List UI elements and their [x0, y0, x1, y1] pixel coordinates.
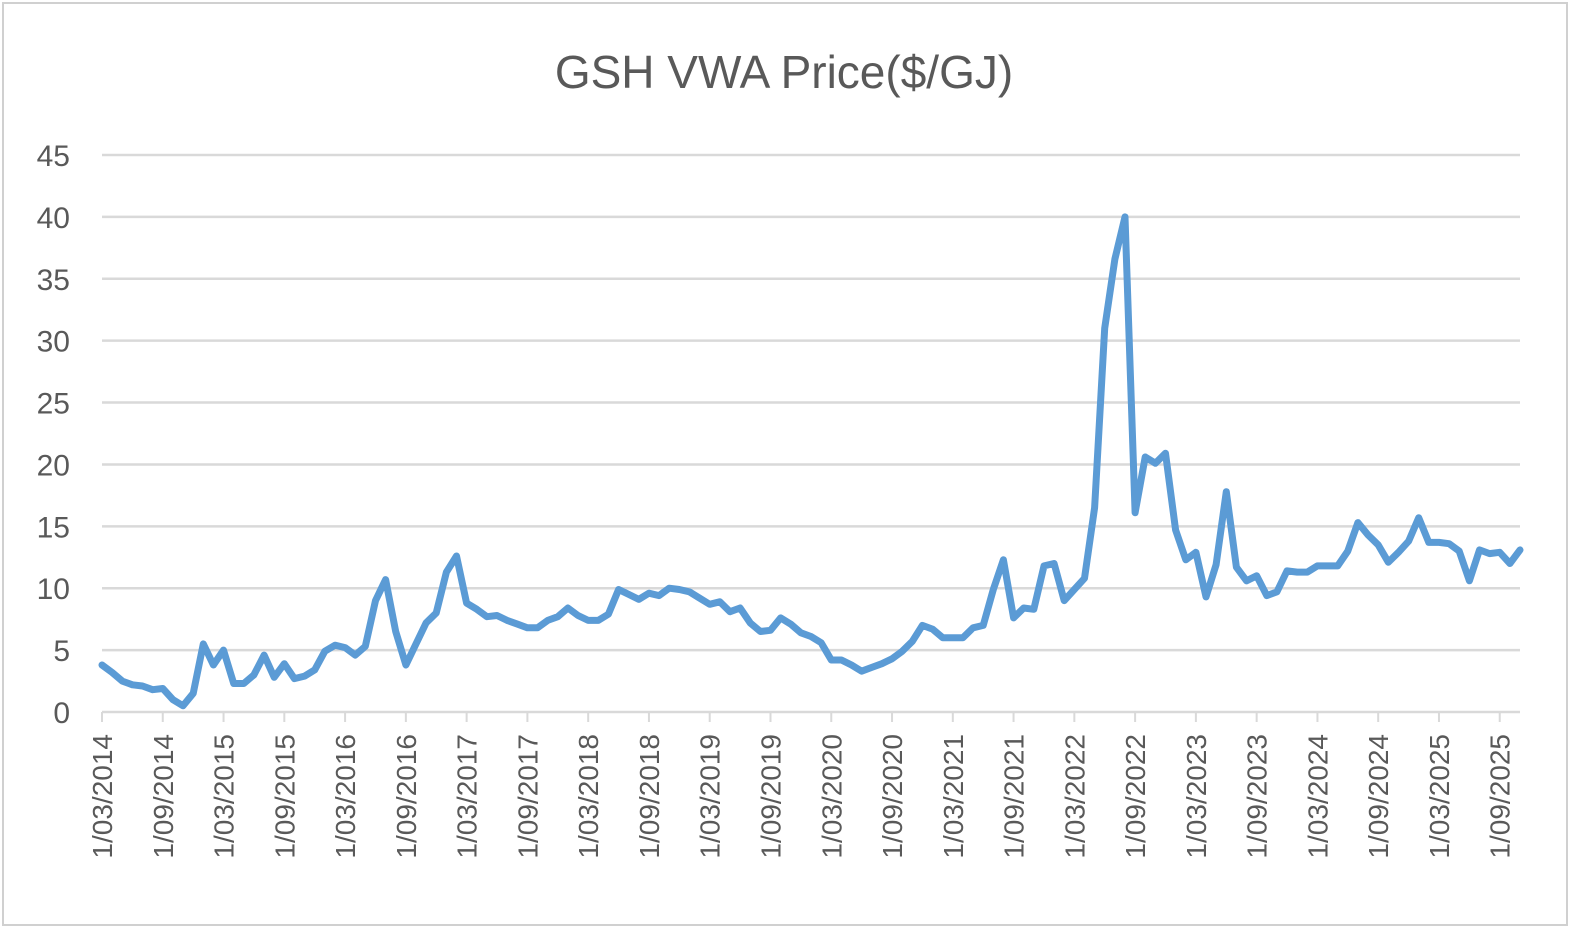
- x-tick-label: 1/03/2023: [1181, 734, 1212, 859]
- x-tick-label: 1/03/2016: [330, 734, 361, 859]
- x-tick-label: 1/09/2021: [999, 734, 1030, 859]
- x-tick-label: 1/09/2019: [755, 734, 786, 859]
- y-tick-label: 0: [53, 697, 70, 730]
- x-tick-label: 1/09/2017: [512, 734, 543, 859]
- x-tick-label: 1/03/2021: [938, 734, 969, 859]
- x-tick-label: 1/09/2022: [1120, 734, 1151, 859]
- x-tick-label: 1/03/2019: [695, 734, 726, 859]
- y-axis: 0 5 10 15 20 25 30 35 40 45: [37, 140, 70, 730]
- x-tick-label: 1/03/2018: [573, 734, 604, 859]
- y-tick-label: 25: [37, 388, 70, 421]
- x-tick-label: 1/09/2015: [269, 734, 300, 859]
- y-tick-label: 45: [37, 140, 70, 173]
- y-tick-label: 20: [37, 449, 70, 482]
- x-tick-label: 1/03/2015: [209, 734, 240, 859]
- x-tick-label: 1/09/2020: [877, 734, 908, 859]
- y-tick-label: 5: [53, 635, 70, 668]
- y-tick-label: 35: [37, 264, 70, 297]
- x-tick-label: 1/03/2014: [87, 734, 118, 859]
- x-tick-label: 1/09/2016: [391, 734, 422, 859]
- y-tick-label: 30: [37, 326, 70, 359]
- y-tick-label: 40: [37, 202, 70, 235]
- y-tick-label: 10: [37, 573, 70, 606]
- x-tick-label: 1/09/2014: [148, 734, 179, 859]
- price-series-line: [98, 213, 1524, 710]
- x-tick-label: 1/09/2018: [634, 734, 665, 859]
- series: [98, 213, 1524, 710]
- chart-title: GSH VWA Price($/GJ): [555, 46, 1013, 98]
- x-tick-label: 1/03/2024: [1302, 734, 1333, 859]
- x-tick-label: 1/09/2023: [1242, 734, 1273, 859]
- x-axis: 1/03/2014 1/09/2014 1/03/2015 1/09/2015 1/03…: [87, 710, 1520, 859]
- gridlines: [102, 153, 1520, 652]
- x-tick-label: 1/03/2022: [1059, 734, 1090, 859]
- x-tick-label: 1/09/2024: [1363, 734, 1394, 859]
- x-tick-label: 1/03/2025: [1424, 734, 1455, 859]
- x-tick-label: 1/03/2020: [816, 734, 847, 859]
- x-tick-label: 1/03/2017: [452, 734, 483, 859]
- y-tick-label: 15: [37, 511, 70, 544]
- x-tick-label: 1/09/2025: [1485, 734, 1516, 859]
